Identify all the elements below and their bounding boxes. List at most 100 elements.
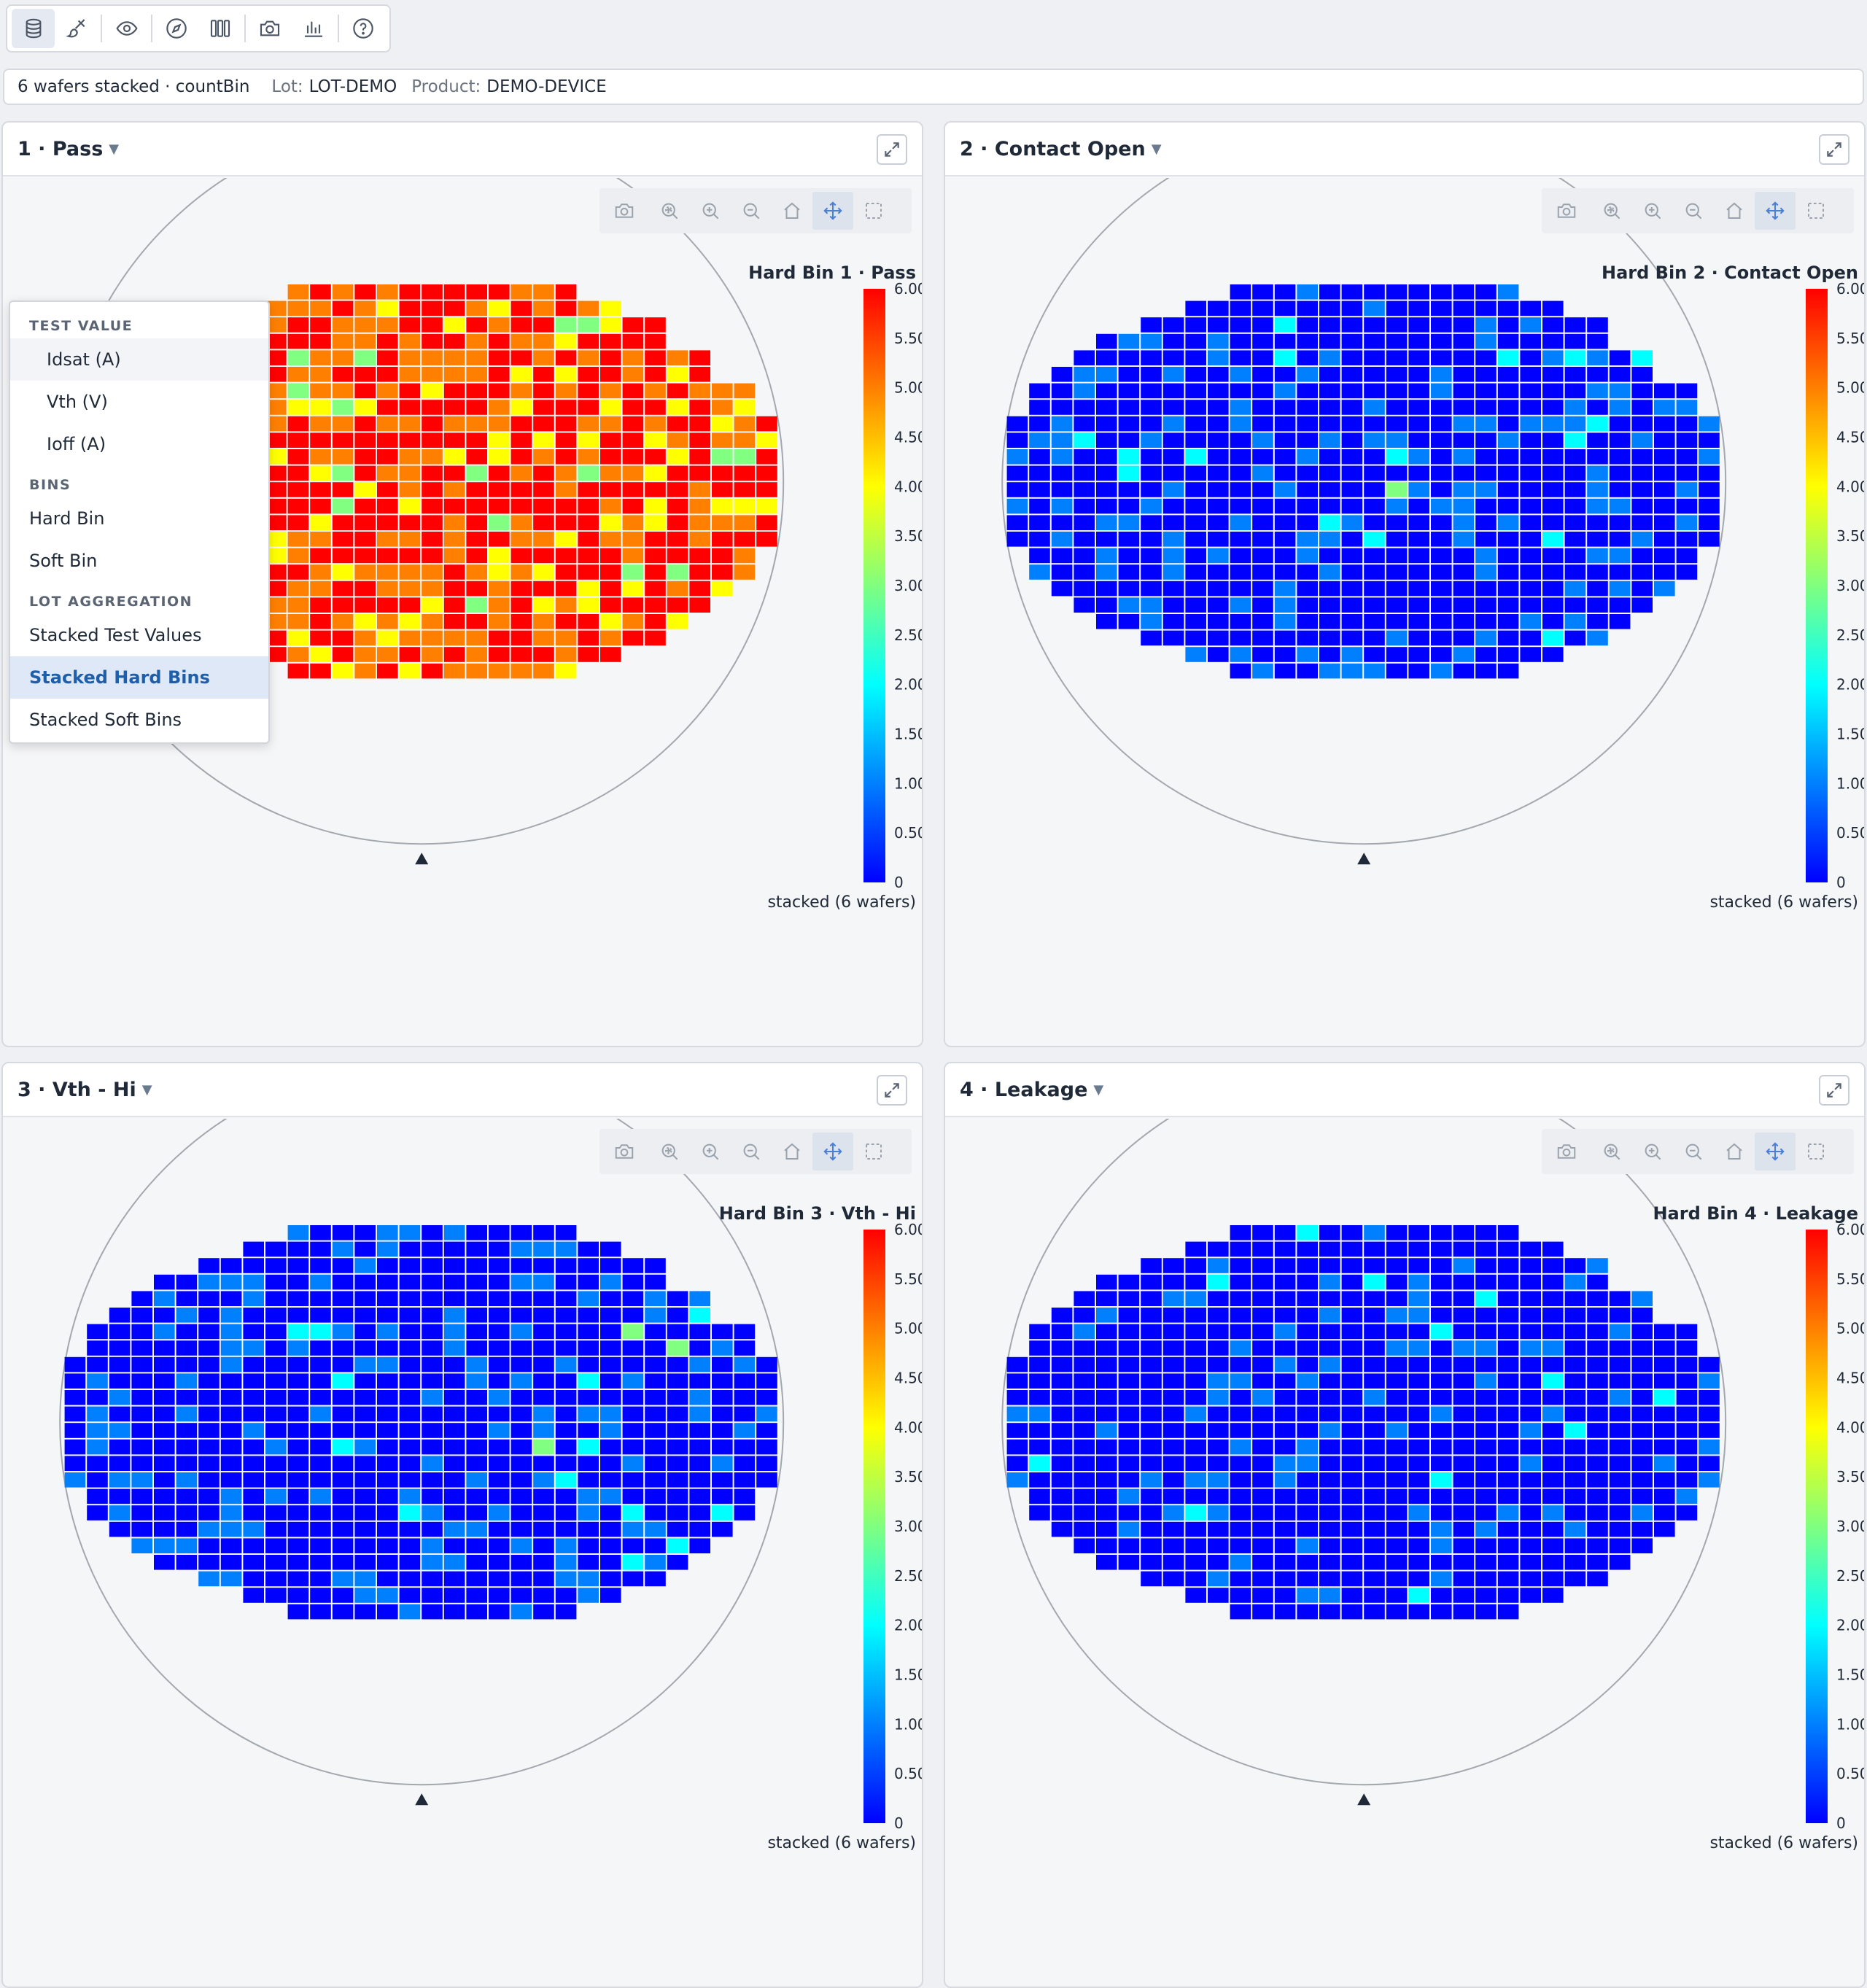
die-cell[interactable]	[1006, 532, 1028, 547]
die-cell[interactable]	[1029, 1324, 1050, 1340]
die-cell[interactable]	[1520, 597, 1541, 613]
die-cell[interactable]	[1431, 1521, 1452, 1537]
die-cell[interactable]	[1497, 1571, 1519, 1587]
die-cell[interactable]	[511, 1373, 532, 1389]
die-cell[interactable]	[712, 400, 733, 415]
die-cell[interactable]	[1274, 1291, 1296, 1306]
die-cell[interactable]	[645, 614, 666, 629]
die-cell[interactable]	[466, 1274, 487, 1290]
die-cell[interactable]	[667, 350, 688, 365]
die-cell[interactable]	[1408, 1604, 1429, 1620]
die-cell[interactable]	[1162, 581, 1184, 597]
die-cell[interactable]	[1364, 1571, 1385, 1587]
die-cell[interactable]	[1587, 449, 1608, 465]
die-cell[interactable]	[489, 416, 510, 432]
die-cell[interactable]	[243, 1291, 264, 1306]
die-cell[interactable]	[645, 1472, 666, 1488]
die-cell[interactable]	[1609, 1373, 1631, 1389]
die-cell[interactable]	[1453, 532, 1475, 547]
die-cell[interactable]	[1386, 1423, 1408, 1438]
die-cell[interactable]	[422, 663, 443, 679]
die-cell[interactable]	[1096, 1456, 1117, 1471]
die-cell[interactable]	[511, 333, 532, 349]
die-cell[interactable]	[1230, 1439, 1251, 1455]
die-cell[interactable]	[265, 647, 287, 662]
die-cell[interactable]	[712, 1439, 733, 1455]
die-cell[interactable]	[1118, 548, 1140, 564]
die-cell[interactable]	[64, 1390, 86, 1405]
die-cell[interactable]	[1297, 663, 1318, 679]
die-cell[interactable]	[578, 1456, 599, 1471]
die-cell[interactable]	[1542, 1291, 1564, 1306]
die-cell[interactable]	[1631, 449, 1653, 465]
die-cell[interactable]	[466, 1291, 487, 1306]
die-cell[interactable]	[1431, 1488, 1452, 1504]
die-cell[interactable]	[1274, 482, 1296, 497]
die-cell[interactable]	[354, 1324, 376, 1340]
die-cell[interactable]	[1364, 449, 1385, 465]
die-cell[interactable]	[667, 1356, 688, 1372]
die-cell[interactable]	[176, 1456, 198, 1471]
die-cell[interactable]	[1252, 1423, 1273, 1438]
die-cell[interactable]	[198, 1274, 220, 1290]
die-cell[interactable]	[87, 1488, 108, 1504]
die-cell[interactable]	[1408, 1488, 1429, 1504]
die-cell[interactable]	[667, 1555, 688, 1570]
die-cell[interactable]	[600, 482, 621, 497]
die-cell[interactable]	[1654, 1423, 1675, 1438]
die-cell[interactable]	[533, 1488, 554, 1504]
die-cell[interactable]	[622, 1488, 644, 1504]
die-cell[interactable]	[600, 597, 621, 613]
die-cell[interactable]	[399, 300, 421, 317]
die-cell[interactable]	[1141, 1324, 1162, 1340]
die-cell[interactable]	[1118, 432, 1140, 448]
die-cell[interactable]	[1274, 1406, 1296, 1422]
die-cell[interactable]	[1654, 564, 1675, 580]
die-cell[interactable]	[489, 333, 510, 349]
die-cell[interactable]	[310, 1390, 331, 1405]
die-cell[interactable]	[1341, 581, 1363, 597]
die-cell[interactable]	[533, 1472, 554, 1488]
die-cell[interactable]	[600, 1373, 621, 1389]
die-cell[interactable]	[555, 482, 577, 497]
die-cell[interactable]	[377, 597, 398, 613]
die-cell[interactable]	[734, 515, 756, 530]
die-cell[interactable]	[645, 630, 666, 646]
die-cell[interactable]	[600, 1588, 621, 1603]
die-cell[interactable]	[1185, 564, 1206, 580]
die-cell[interactable]	[1453, 630, 1475, 646]
die-cell[interactable]	[1208, 367, 1229, 382]
die-cell[interactable]	[1631, 1488, 1653, 1504]
die-cell[interactable]	[1676, 416, 1698, 432]
die-cell[interactable]	[265, 1423, 287, 1438]
die-cell[interactable]	[1096, 1555, 1117, 1570]
die-cell[interactable]	[1542, 1274, 1564, 1290]
die-cell[interactable]	[220, 1439, 242, 1455]
die-cell[interactable]	[1453, 432, 1475, 448]
die-cell[interactable]	[310, 465, 331, 481]
die-cell[interactable]	[1341, 1538, 1363, 1553]
die-cell[interactable]	[1676, 1390, 1698, 1405]
die-cell[interactable]	[1587, 465, 1608, 481]
die-cell[interactable]	[689, 1308, 710, 1323]
die-cell[interactable]	[1162, 630, 1184, 646]
die-cell[interactable]	[1542, 1390, 1564, 1405]
die-cell[interactable]	[422, 333, 443, 349]
die-cell[interactable]	[689, 498, 710, 514]
die-cell[interactable]	[689, 1472, 710, 1488]
die-cell[interactable]	[243, 1521, 264, 1537]
die-cell[interactable]	[466, 1241, 487, 1257]
die-cell[interactable]	[1252, 1488, 1273, 1504]
die-cell[interactable]	[154, 1356, 175, 1372]
die-cell[interactable]	[1252, 1439, 1273, 1455]
die-cell[interactable]	[287, 1274, 309, 1290]
die-cell[interactable]	[533, 1274, 554, 1290]
die-cell[interactable]	[332, 432, 354, 448]
die-cell[interactable]	[533, 1521, 554, 1537]
die-cell[interactable]	[734, 1472, 756, 1488]
die-cell[interactable]	[443, 564, 465, 580]
die-cell[interactable]	[1319, 1373, 1340, 1389]
die-cell[interactable]	[198, 1356, 220, 1372]
die-cell[interactable]	[466, 1423, 487, 1438]
die-cell[interactable]	[1654, 449, 1675, 465]
